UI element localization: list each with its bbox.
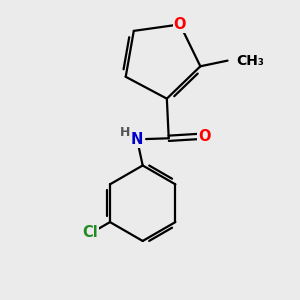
Text: CH₃: CH₃ <box>236 54 264 68</box>
Text: O: O <box>198 129 211 144</box>
Text: Cl: Cl <box>82 225 98 240</box>
Text: O: O <box>174 17 186 32</box>
Text: N: N <box>131 131 143 146</box>
Text: H: H <box>120 126 130 139</box>
